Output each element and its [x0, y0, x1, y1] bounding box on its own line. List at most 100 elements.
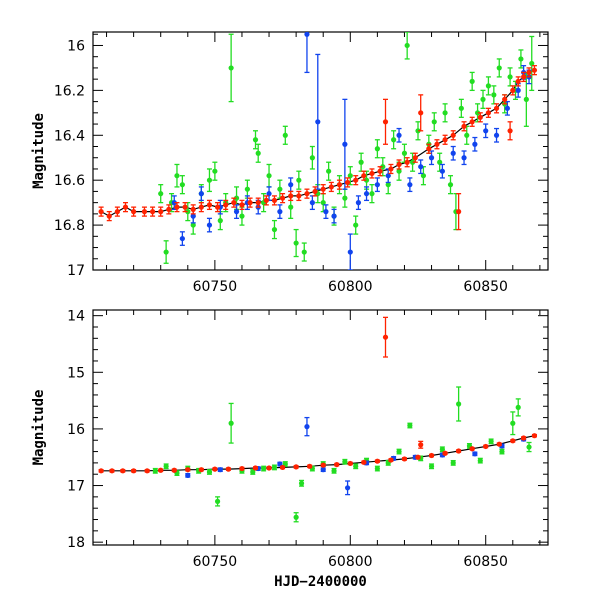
data-point — [288, 193, 294, 199]
data-point — [418, 110, 424, 116]
data-point — [483, 443, 489, 450]
series-0 — [158, 32, 535, 264]
data-point — [179, 182, 185, 188]
data-point — [361, 173, 367, 179]
data-point — [106, 213, 112, 219]
data-point — [456, 401, 462, 407]
data-point — [323, 209, 329, 215]
data-point — [212, 466, 218, 472]
data-point — [404, 159, 410, 165]
data-point — [437, 159, 443, 165]
data-point — [344, 485, 351, 491]
y-tick-label: 15 — [67, 365, 85, 381]
y-tick-label: 16 — [67, 38, 85, 54]
data-point — [374, 465, 380, 472]
data-point — [342, 141, 348, 147]
data-point — [518, 56, 524, 62]
data-point — [401, 456, 408, 462]
bottom-panel: 60750 60800 60850 14 15 16 17 18 Magnitude — [31, 309, 549, 570]
data-point — [293, 240, 299, 246]
data-point — [239, 213, 245, 219]
data-point — [502, 96, 508, 102]
data-point — [523, 96, 529, 102]
data-point — [206, 469, 213, 475]
data-point — [304, 32, 310, 37]
data-point — [480, 96, 486, 102]
data-point — [461, 155, 467, 161]
data-point — [214, 498, 221, 504]
data-point — [447, 182, 454, 188]
data-point — [309, 200, 315, 206]
data-point — [244, 186, 250, 192]
data-point — [152, 468, 158, 474]
data-point — [461, 123, 467, 129]
data-point — [304, 191, 310, 197]
data-point — [355, 200, 362, 206]
data-point — [456, 209, 462, 215]
data-point — [114, 209, 120, 215]
data-point — [407, 182, 413, 188]
data-point — [428, 155, 435, 161]
data-point — [469, 119, 475, 125]
data-point — [382, 334, 389, 340]
x-tick-label: 60850 — [463, 279, 508, 295]
data-point — [239, 465, 245, 472]
data-point — [320, 186, 326, 192]
data-point — [515, 78, 521, 84]
data-point — [374, 182, 380, 188]
data-point — [228, 420, 234, 426]
data-point — [483, 128, 489, 134]
data-point — [182, 204, 188, 210]
data-point — [493, 105, 500, 111]
data-point — [412, 155, 418, 161]
data-point — [342, 459, 348, 465]
y-axis-label: Magnitude — [31, 390, 47, 466]
data-point — [515, 87, 521, 93]
data-point — [198, 191, 204, 197]
data-point — [464, 132, 470, 138]
data-point — [231, 200, 237, 206]
data-point — [472, 451, 478, 457]
data-point — [190, 222, 196, 228]
data-point — [507, 74, 513, 80]
data-point — [531, 433, 538, 439]
data-point — [526, 69, 532, 76]
data-point — [504, 105, 510, 111]
data-point — [507, 128, 513, 134]
data-point — [420, 173, 427, 179]
data-point — [144, 468, 150, 474]
data-point — [174, 173, 180, 179]
x-tick-label: 60750 — [193, 554, 238, 570]
data-point — [288, 182, 294, 188]
data-point — [320, 467, 326, 473]
data-point — [293, 464, 299, 470]
data-point — [396, 168, 402, 174]
y-tick-label: 18 — [67, 535, 85, 551]
data-point — [510, 420, 516, 426]
x-tick-label: 60750 — [193, 279, 238, 295]
data-layer — [98, 316, 538, 523]
data-point — [401, 150, 408, 156]
data-point — [450, 150, 456, 156]
trend-curve — [101, 435, 535, 472]
data-point — [163, 249, 169, 255]
data-point — [252, 465, 259, 471]
data-point — [374, 458, 380, 464]
data-point — [263, 197, 269, 203]
data-point — [418, 164, 424, 170]
data-point — [521, 74, 527, 80]
data-point — [298, 480, 305, 486]
y-axis-label: Magnitude — [31, 113, 47, 189]
data-point — [214, 204, 221, 210]
data-point — [515, 404, 521, 410]
data-point — [353, 463, 359, 469]
data-point — [336, 182, 343, 188]
data-point — [472, 141, 478, 147]
data-point — [141, 209, 148, 215]
data-point — [347, 460, 353, 467]
data-point — [347, 173, 353, 179]
data-point — [374, 146, 380, 152]
data-point — [223, 202, 229, 208]
data-point — [158, 191, 164, 197]
